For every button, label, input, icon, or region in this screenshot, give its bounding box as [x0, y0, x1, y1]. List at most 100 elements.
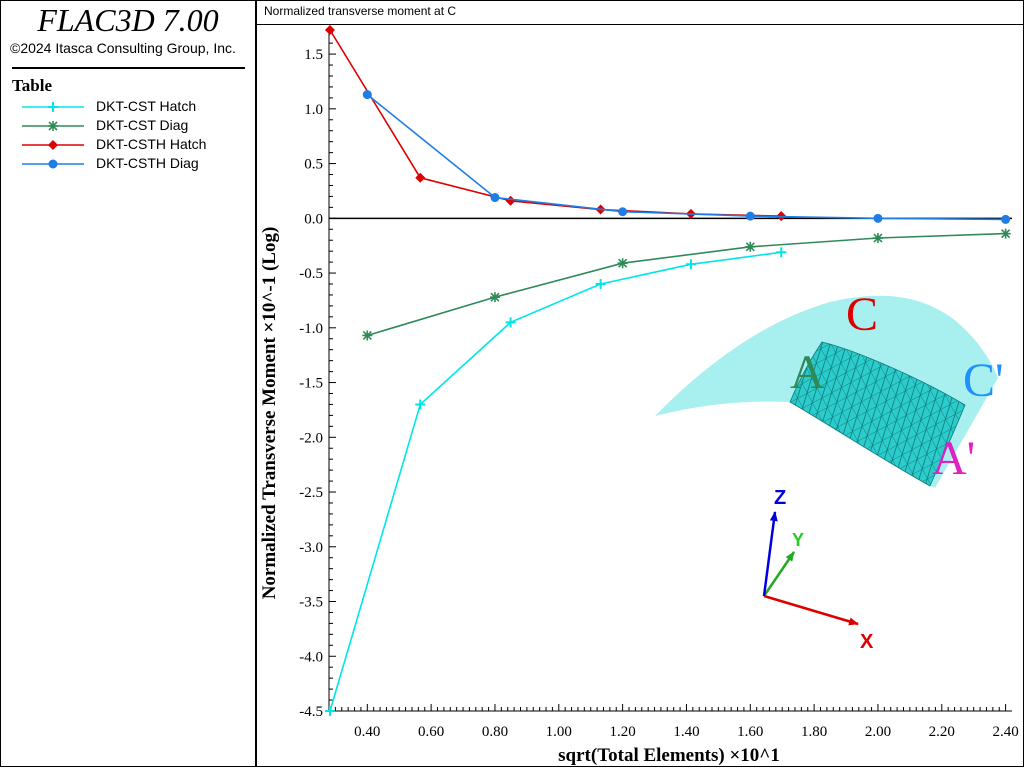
- marker-plus: [685, 259, 696, 270]
- data-point: [48, 121, 58, 131]
- series-dkt-cst-diag: [362, 228, 1011, 341]
- legend-panel: [0, 0, 256, 767]
- data-point: [505, 195, 516, 206]
- y-tick-label: -3.0: [299, 540, 323, 556]
- marker-asterisk: [489, 292, 500, 303]
- data-point: [324, 25, 335, 35]
- marker-diamond: [505, 195, 516, 206]
- marker-circle: [745, 211, 755, 221]
- chart-series: [324, 25, 1011, 716]
- legend-swatch: [22, 102, 84, 112]
- series-line: [329, 29, 782, 217]
- point-label-c-prime: C': [963, 354, 1004, 407]
- data-point: [505, 317, 516, 328]
- series-line: [367, 232, 1006, 337]
- y-tick-label: -1.0: [299, 321, 323, 337]
- x-tick-label: 2.20: [929, 724, 955, 740]
- data-point: [48, 159, 58, 169]
- point-label-a-prime: A': [932, 432, 975, 485]
- marker-asterisk: [1000, 228, 1011, 239]
- data-point: [873, 213, 883, 223]
- marker-asterisk: [48, 121, 58, 131]
- y-tick-label: 1.0: [304, 102, 323, 118]
- data-point: [490, 193, 500, 203]
- marker-plus: [505, 317, 516, 328]
- data-point: [685, 259, 696, 270]
- sidebar-divider: [12, 67, 245, 69]
- data-point: [1001, 214, 1011, 224]
- legend-item-dkt-csth-hatch[interactable]: DKT-CSTH Hatch: [20, 136, 240, 155]
- marker-circle: [362, 90, 372, 100]
- chart-axes: 1.5 1.0 0.5 0.0 -0.5 -1.0 -1.5 -2.0 -2.5 -3.0 -3.5…: [299, 30, 1019, 740]
- axes-triad: X Y Z: [762, 487, 874, 653]
- data-point: [48, 140, 58, 150]
- data-point: [618, 207, 628, 217]
- series-line: [329, 251, 782, 712]
- marker-plus: [324, 706, 335, 716]
- legend: DKT-CST Hatch DKT-CST Diag DKT-CSTH Hatc…: [20, 98, 240, 174]
- data-point: [872, 233, 883, 244]
- legend-item-dkt-csth-diag[interactable]: DKT-CSTH Diag: [20, 155, 240, 174]
- marker-asterisk: [745, 241, 756, 252]
- data-point: [415, 172, 426, 183]
- x-tick-label: 0.40: [354, 724, 380, 740]
- data-point: [362, 90, 372, 100]
- x-tick-label: 1.40: [673, 724, 699, 740]
- y-tick-label: -4.5: [299, 704, 323, 720]
- legend-swatch: [22, 140, 84, 150]
- data-point: [489, 292, 500, 303]
- legend-label: DKT-CSTH Diag: [96, 155, 199, 171]
- data-point: [776, 247, 787, 258]
- marker-circle: [48, 159, 58, 169]
- z-axis-arrow: [762, 511, 778, 597]
- y-tick-label: -2.5: [299, 485, 323, 501]
- x-axis-label: X: [860, 631, 874, 653]
- data-point: [362, 330, 373, 341]
- marker-plus: [595, 279, 606, 290]
- legend-label: DKT-CST Diag: [96, 117, 189, 133]
- model-view: A C C' A' X Y Z: [655, 288, 1004, 653]
- shell-mesh: [789, 341, 966, 487]
- plot-title: Normalized transverse moment at C: [264, 4, 457, 18]
- x-tick-label: 2.40: [992, 724, 1018, 740]
- marker-circle: [618, 207, 628, 217]
- data-point: [745, 241, 756, 252]
- y-tick-label: 0.0: [304, 211, 323, 227]
- series-dkt-cst-hatch: [324, 247, 787, 716]
- marker-diamond: [415, 172, 426, 183]
- series-dkt-csth-diag: [362, 90, 1011, 224]
- data-point: [617, 258, 628, 269]
- data-point: [595, 279, 606, 290]
- marker-asterisk: [872, 233, 883, 244]
- legend-label: DKT-CST Hatch: [96, 98, 197, 114]
- y-axis-arrow: [762, 551, 796, 597]
- data-point: [324, 706, 335, 716]
- x-axis-title: sqrt(Total Elements) ×10^1: [558, 745, 780, 766]
- y-tick-label: 1.5: [304, 47, 323, 63]
- legend-title: Table: [12, 76, 53, 95]
- legend-item-dkt-cst-diag[interactable]: DKT-CST Diag: [20, 117, 240, 136]
- data-point: [1000, 228, 1011, 239]
- app-title: FLAC3D 7.00: [37, 2, 219, 38]
- x-tick-label: 0.80: [482, 724, 508, 740]
- marker-asterisk: [617, 258, 628, 269]
- marker-plus: [48, 102, 58, 112]
- series-line: [366, 93, 1006, 221]
- legend-label: DKT-CSTH Hatch: [96, 136, 207, 152]
- x-tick-label: 1.80: [801, 724, 827, 740]
- y-tick-label: -2.0: [299, 430, 323, 446]
- x-axis-arrow: [763, 594, 859, 626]
- y-axis-label: Y: [792, 530, 804, 550]
- legend-item-dkt-cst-hatch[interactable]: DKT-CST Hatch: [20, 98, 240, 117]
- data-point: [415, 399, 426, 410]
- z-axis-label: Z: [774, 487, 786, 509]
- y-tick-label: 0.5: [304, 157, 323, 173]
- y-tick-label: -3.5: [299, 595, 323, 611]
- marker-diamond: [48, 140, 58, 150]
- marker-plus: [776, 247, 787, 258]
- plot-title-divider: [257, 24, 1023, 25]
- y-tick-label: -4.0: [299, 649, 323, 665]
- legend-swatch: [22, 121, 84, 131]
- marker-asterisk: [362, 330, 373, 341]
